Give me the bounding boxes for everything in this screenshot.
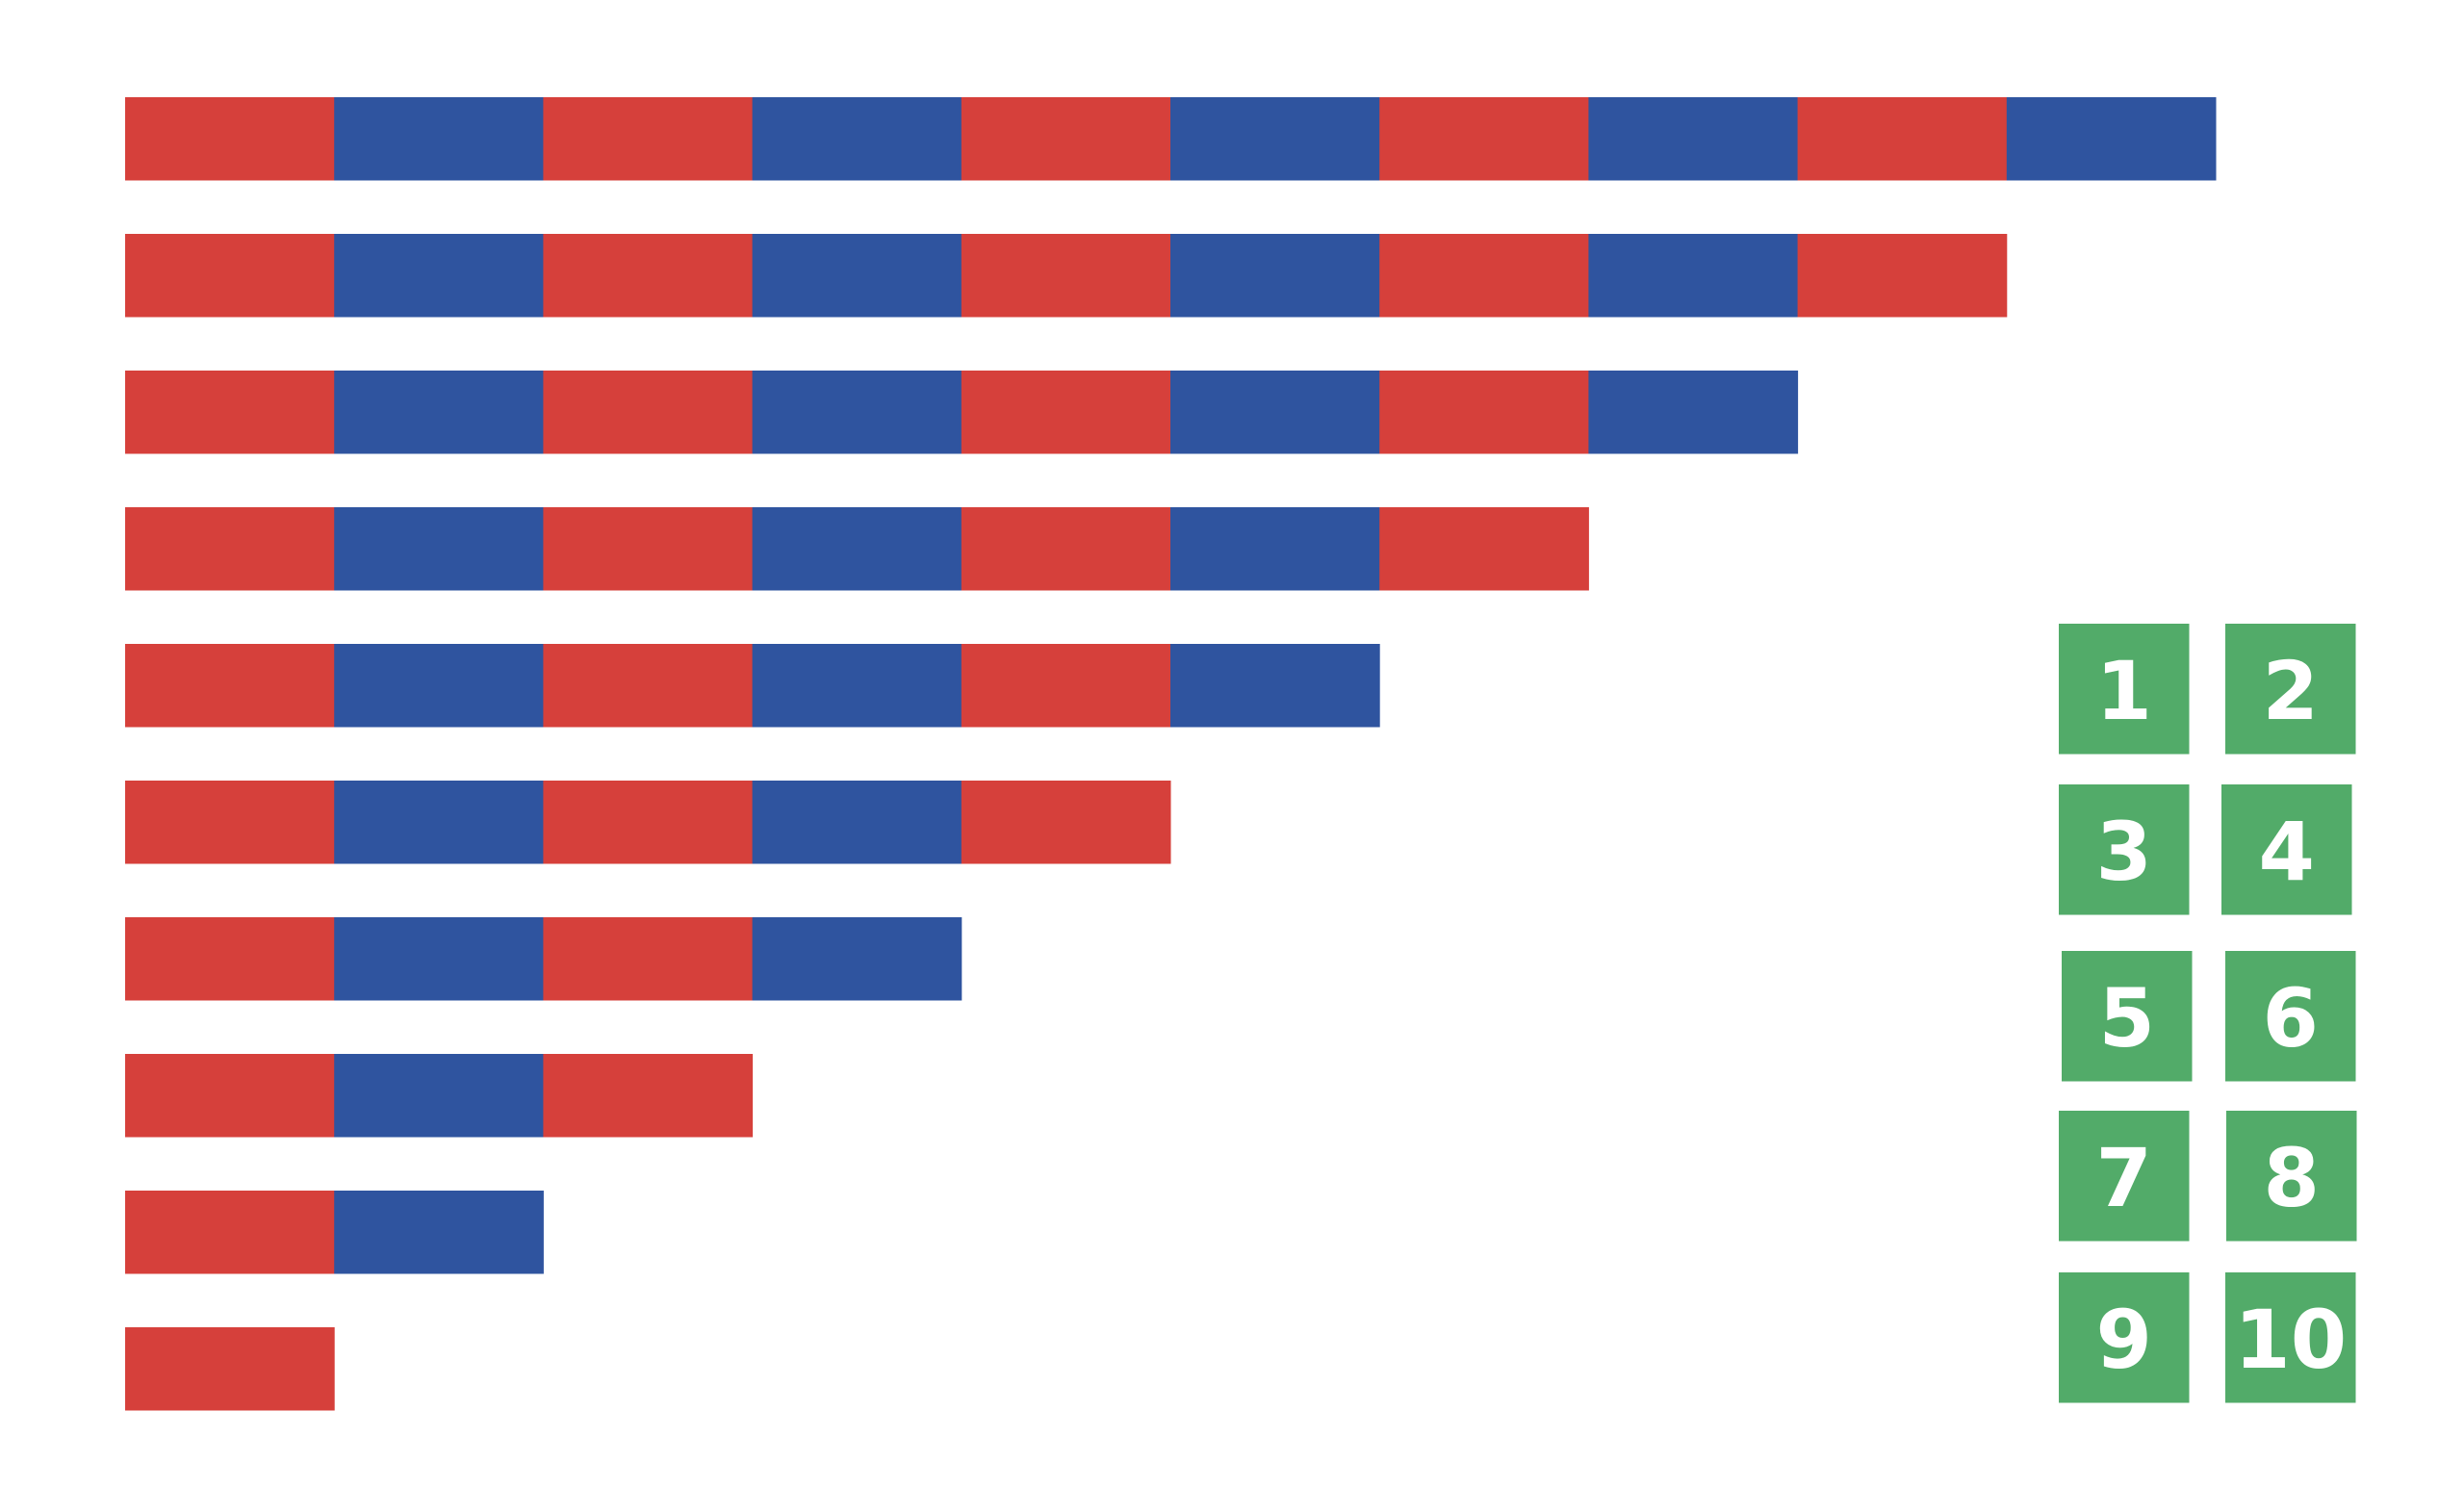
number-rod [125, 1327, 335, 1411]
rod-segment [1379, 234, 1589, 318]
rod-segment [1588, 97, 1799, 181]
number-tile [2225, 951, 2356, 1082]
number-rod [125, 644, 1380, 728]
number-tile [2062, 951, 2193, 1082]
tile-number: 1 [2096, 644, 2152, 738]
number-rod [125, 371, 1799, 454]
number-rod [125, 234, 2008, 318]
number-tile [2059, 1272, 2190, 1403]
tile-number: 4 [2259, 805, 2315, 899]
rod-segment [125, 917, 335, 1001]
number-tile [2225, 1272, 2356, 1403]
rod-segment [1797, 97, 2008, 181]
tile-number: 3 [2096, 805, 2152, 899]
rod-segment [752, 917, 962, 1001]
number-tile [2225, 624, 2356, 755]
rod-segment [125, 1054, 335, 1138]
rod-segment [752, 234, 962, 318]
rod-segment [125, 507, 335, 591]
rod-segment [543, 234, 754, 318]
number-rod [125, 507, 1589, 591]
tile-number: 2 [2263, 644, 2319, 738]
rod-segment [543, 781, 754, 864]
rod-segment [1170, 371, 1380, 454]
rod-segment [543, 507, 754, 591]
rod-segment [125, 97, 335, 181]
rod-segment [752, 371, 962, 454]
rod-segment [334, 234, 544, 318]
number-tile [2059, 784, 2190, 915]
number-tile [2221, 784, 2352, 915]
rod-segment [1170, 234, 1380, 318]
number-rod [125, 1191, 544, 1274]
rod-segment [752, 781, 962, 864]
rod-segment [334, 781, 544, 864]
number-tile [2226, 1111, 2357, 1242]
rod-segment [752, 507, 962, 591]
rod-segment [125, 644, 335, 728]
rod-segment [961, 97, 1171, 181]
tile-number: 6 [2263, 971, 2319, 1065]
rod-segment [334, 644, 544, 728]
rod-segment [1588, 234, 1799, 318]
tile-number: 7 [2096, 1131, 2152, 1225]
rod-segment [334, 97, 544, 181]
number-tile [2059, 1111, 2190, 1242]
rod-segment [543, 97, 754, 181]
number-tile [2059, 624, 2190, 755]
rod-segment [2006, 97, 2217, 181]
rod-segment [1170, 507, 1380, 591]
rod-segment [543, 371, 754, 454]
rod-segment [1379, 97, 1589, 181]
rod-segment [1379, 507, 1589, 591]
rod-segment [961, 234, 1171, 318]
number-rod [125, 781, 1171, 864]
rod-segment [334, 371, 544, 454]
rod-segment [125, 1191, 335, 1274]
tile-number: 8 [2264, 1131, 2320, 1225]
rod-segment [1379, 371, 1589, 454]
rod-segment [125, 1327, 335, 1411]
tile-number: 10 [2234, 1293, 2347, 1387]
tile-number: 9 [2096, 1293, 2152, 1387]
rod-segment [334, 917, 544, 1001]
rod-segment [334, 1054, 544, 1138]
rod-segment [961, 781, 1171, 864]
rod-segment [1170, 644, 1380, 728]
number-rod [125, 1054, 754, 1138]
rod-segment [543, 644, 754, 728]
number-rod [125, 917, 962, 1001]
rod-segment [752, 644, 962, 728]
tile-number: 5 [2099, 971, 2155, 1065]
rod-segment [334, 1191, 544, 1274]
rod-segment [125, 234, 335, 318]
rod-segment [543, 917, 754, 1001]
number-rod [125, 97, 2217, 181]
rod-segment [334, 507, 544, 591]
rod-segment [961, 507, 1171, 591]
rod-segment [125, 781, 335, 864]
rod-segment [752, 97, 962, 181]
rod-segment [1588, 371, 1799, 454]
rod-segment [961, 371, 1171, 454]
rod-segment [125, 371, 335, 454]
rod-segment [543, 1054, 754, 1138]
rod-segment [1797, 234, 2008, 318]
rod-segment [961, 644, 1171, 728]
rod-segment [1170, 97, 1380, 181]
